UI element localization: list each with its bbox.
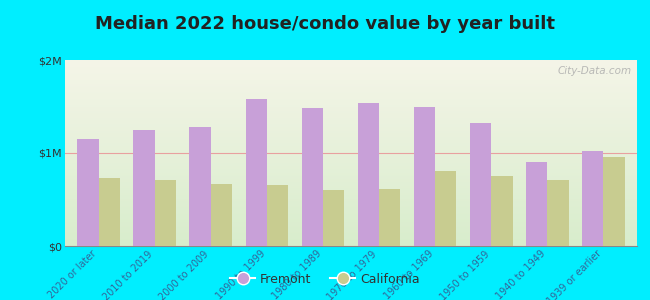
- Bar: [99, 178, 120, 246]
- Bar: [470, 123, 491, 246]
- Bar: [358, 103, 379, 246]
- Bar: [133, 130, 155, 246]
- Bar: [155, 180, 176, 246]
- Bar: [323, 190, 345, 246]
- Text: City-Data.com: City-Data.com: [557, 66, 631, 76]
- Bar: [302, 108, 323, 246]
- Bar: [77, 139, 99, 246]
- Bar: [190, 127, 211, 246]
- Bar: [491, 176, 512, 246]
- Bar: [246, 99, 267, 246]
- Bar: [211, 184, 232, 246]
- Bar: [526, 162, 547, 246]
- Text: Median 2022 house/condo value by year built: Median 2022 house/condo value by year bu…: [95, 15, 555, 33]
- Bar: [435, 171, 456, 246]
- Bar: [379, 189, 400, 246]
- Bar: [547, 180, 569, 246]
- Bar: [603, 157, 625, 246]
- Bar: [414, 107, 435, 246]
- Bar: [267, 184, 288, 246]
- Bar: [582, 151, 603, 246]
- Legend: Fremont, California: Fremont, California: [225, 268, 425, 291]
